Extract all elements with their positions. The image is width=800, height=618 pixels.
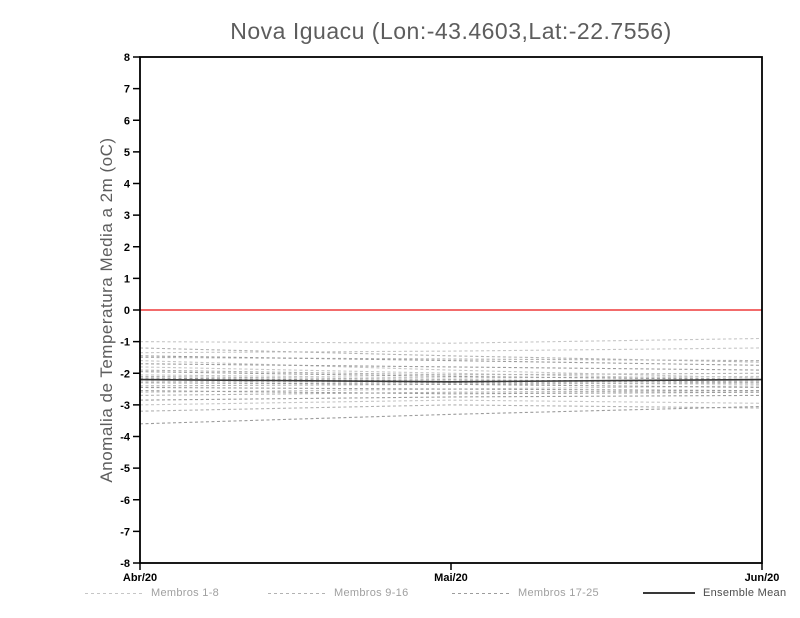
- member-line: [139, 399, 763, 406]
- member-line: [139, 360, 763, 379]
- member-line: [139, 405, 763, 425]
- legend-entry-members-17-25: Membros 17-25: [452, 584, 599, 602]
- members-17-25-line-sample: [452, 592, 510, 594]
- y-tick-label: -3: [120, 400, 130, 412]
- y-tick-label: -2: [120, 368, 130, 380]
- member-line: [139, 369, 763, 376]
- member-line: [139, 394, 763, 401]
- member-line: [139, 337, 763, 344]
- member-line: [139, 355, 763, 366]
- y-tick-label: 5: [124, 147, 130, 159]
- member-line: [139, 347, 763, 354]
- member-line: [139, 382, 763, 387]
- y-tick-label: 2: [124, 242, 130, 254]
- x-tick-label: Jun/20: [745, 572, 780, 584]
- x-tick-label: Mai/20: [434, 572, 468, 584]
- y-tick-label: 0: [124, 305, 130, 317]
- y-tick-label: 3: [124, 210, 130, 222]
- y-tick-label: -7: [120, 526, 130, 538]
- member-line: [139, 386, 763, 392]
- legend-entry-members-1-8: Membros 1-8: [85, 584, 219, 602]
- member-line: [139, 371, 763, 381]
- y-tick-label: -5: [120, 463, 130, 475]
- y-tick-label: 7: [124, 84, 130, 96]
- legend-entry-members-9-16: Membros 9-16: [268, 584, 409, 602]
- member-line: [139, 356, 763, 362]
- ensemble-mean-line-sample: [643, 592, 695, 594]
- y-tick-label: -8: [120, 558, 130, 570]
- member-line: [139, 404, 763, 412]
- member-line: [139, 382, 763, 389]
- ensemble-mean-line: [139, 378, 763, 383]
- y-tick-label: -1: [120, 337, 130, 349]
- y-tick-label: -6: [120, 495, 130, 507]
- member-line: [139, 374, 763, 379]
- member-line: [139, 390, 763, 395]
- legend: Membros 1-8 Membros 9-16 Membros 17-25 E…: [0, 584, 800, 602]
- legend-label: Membros 9-16: [334, 587, 409, 599]
- y-tick-label: 6: [124, 115, 130, 127]
- legend-label: Membros 17-25: [518, 587, 599, 599]
- y-tick-label: 1: [124, 273, 130, 285]
- y-tick-label: 8: [124, 52, 130, 64]
- x-tick-label: Abr/20: [123, 572, 157, 584]
- member-line: [139, 363, 763, 371]
- legend-label: Ensemble Mean: [703, 587, 787, 599]
- y-tick-label: -4: [120, 432, 131, 444]
- member-line: [139, 390, 763, 396]
- y-tick-label: 4: [124, 179, 131, 191]
- members-1-8-line-sample: [85, 592, 143, 594]
- legend-entry-ensemble-mean: Ensemble Mean: [643, 584, 786, 602]
- legend-label: Membros 1-8: [151, 587, 220, 599]
- member-line: [139, 379, 763, 384]
- members-9-16-line-sample: [268, 592, 326, 594]
- chart-title: Nova Iguacu (Lon:-43.4603,Lat:-22.7556): [230, 18, 672, 44]
